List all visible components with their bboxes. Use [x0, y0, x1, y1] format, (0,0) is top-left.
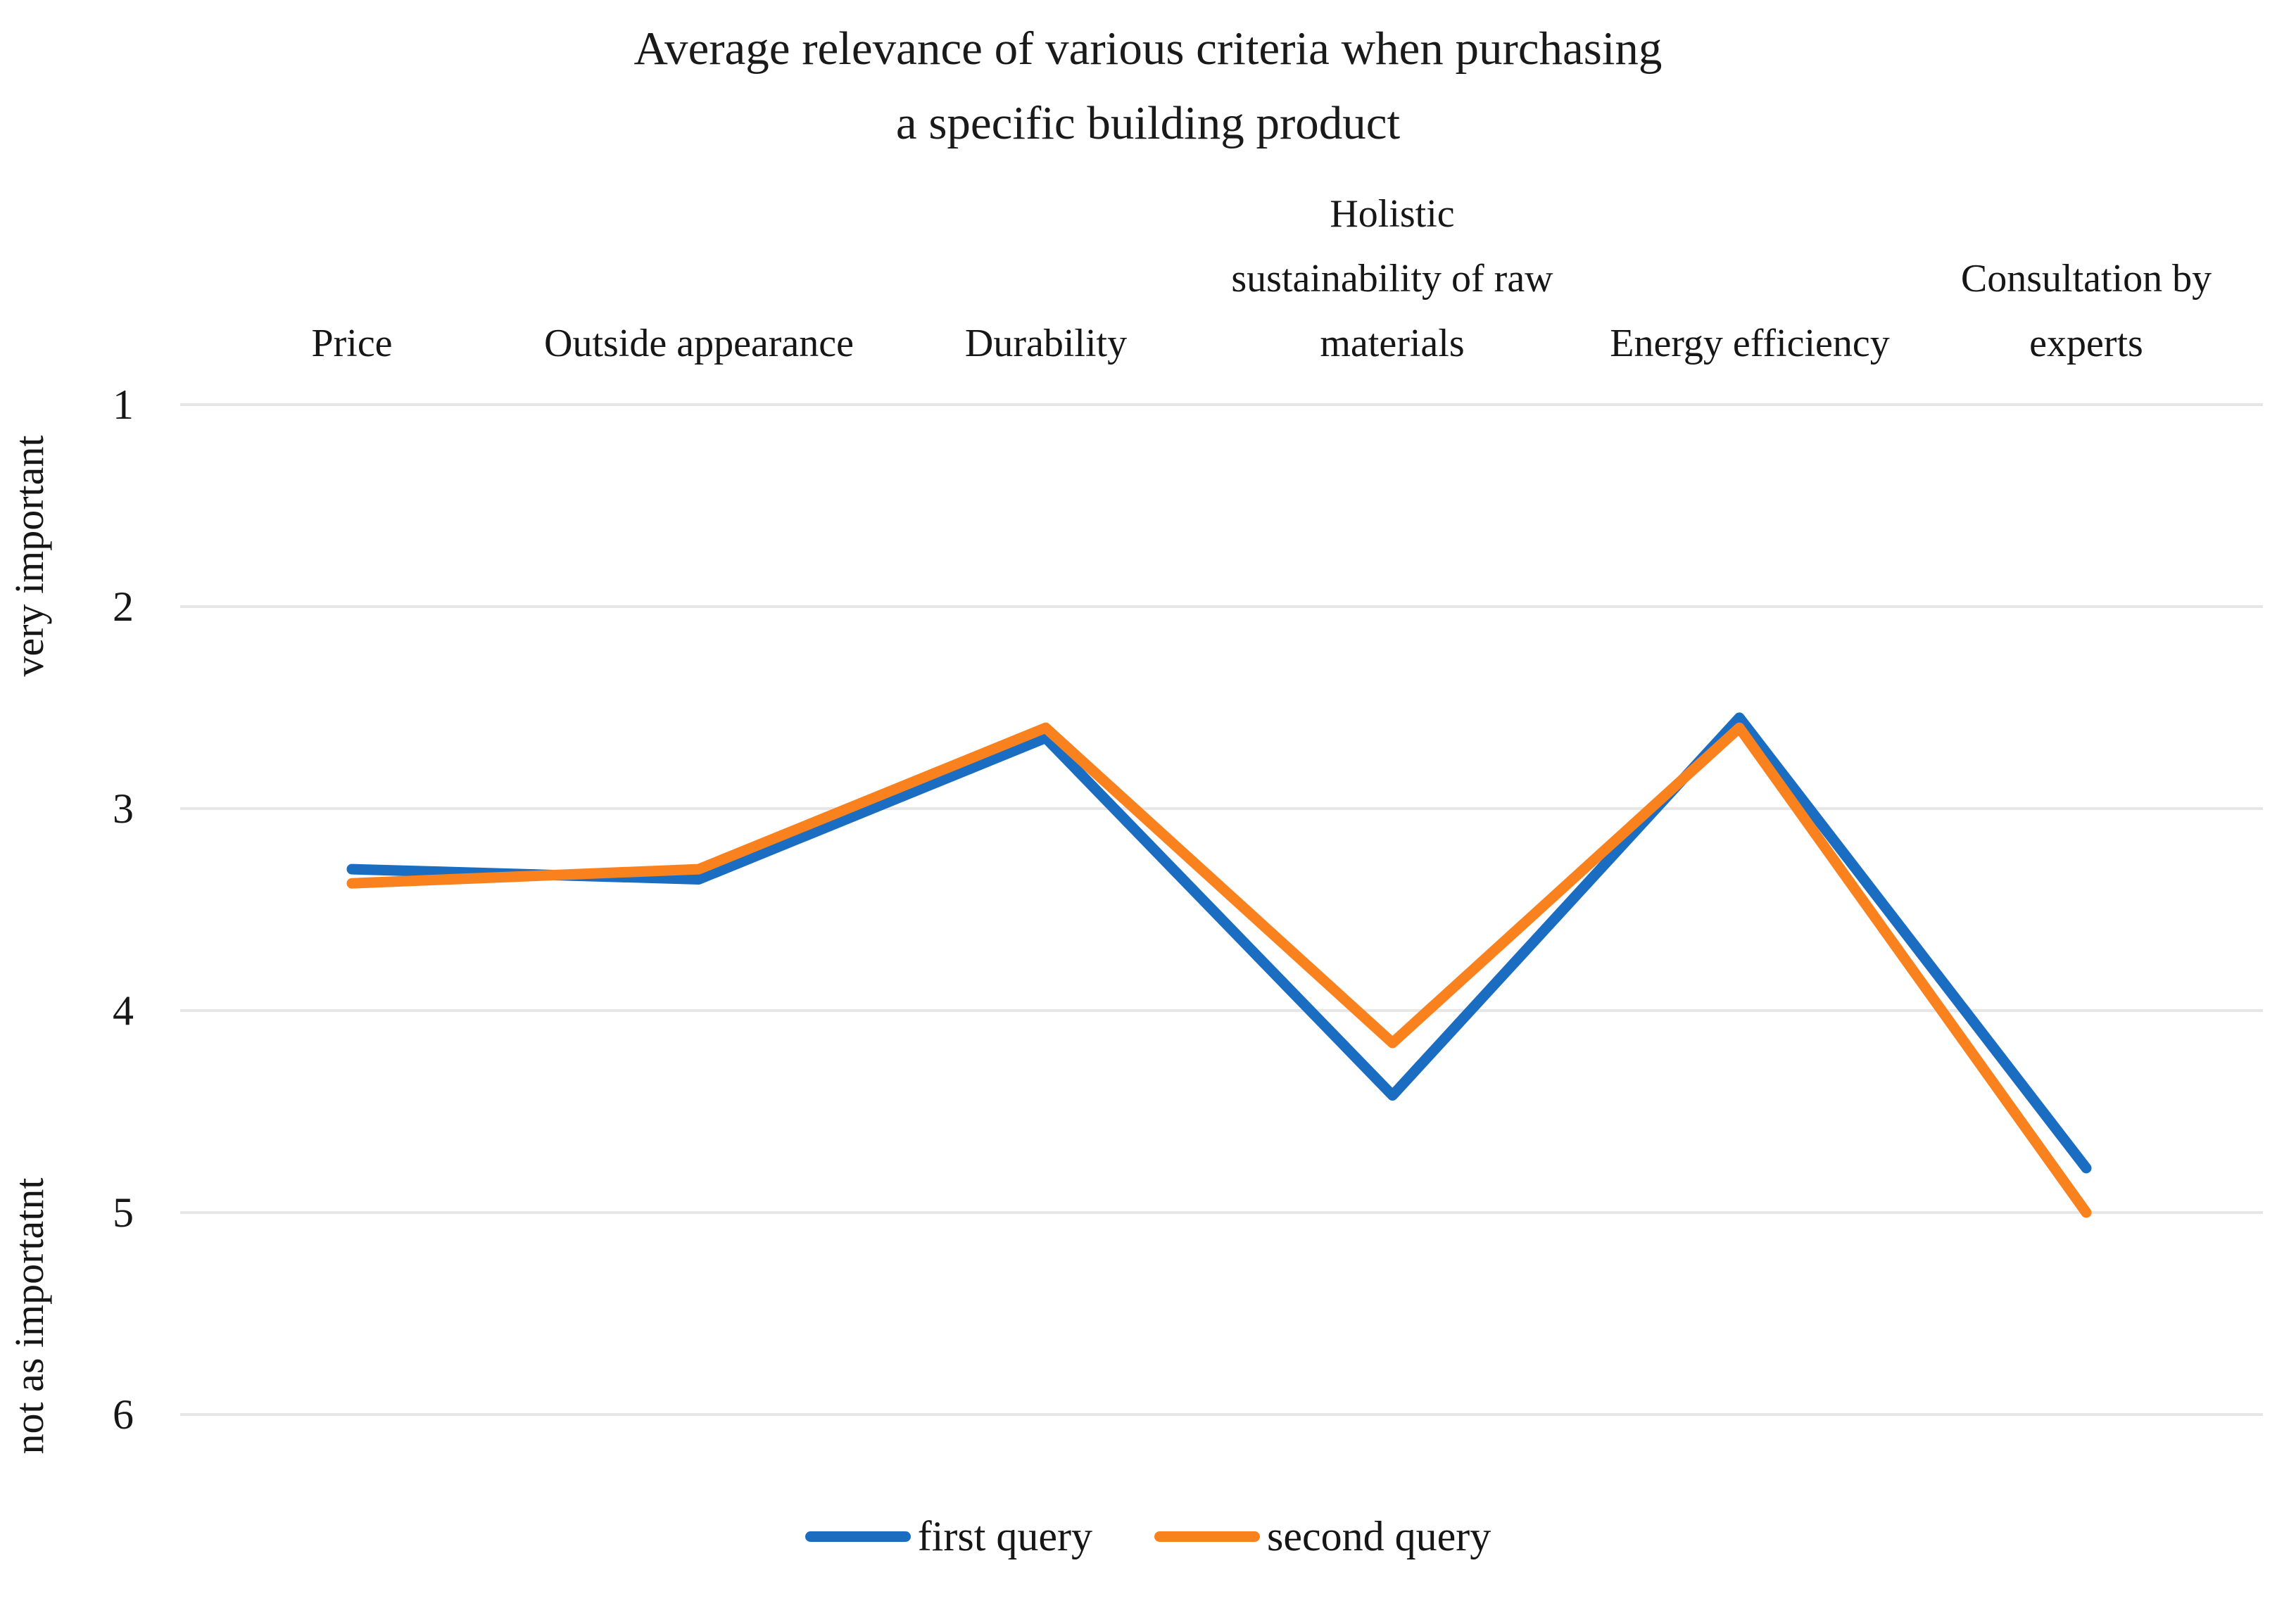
first-query-line-swatch [805, 1531, 911, 1542]
category-label-price: Price [311, 322, 393, 365]
chart-title-line1: Average relevance of various criteria wh… [633, 23, 1663, 75]
chart-title-line2: a specific building product [895, 97, 1401, 149]
legend-item-second-query: second query [1154, 1512, 1491, 1561]
second-query-line-swatch [1154, 1531, 1261, 1542]
legend-label-first-query: first query [917, 1513, 1093, 1559]
y-tick-label: 6 [113, 1391, 134, 1438]
series-line-first-query [346, 712, 2092, 1174]
chart-title: Average relevance of various criteria wh… [0, 11, 2296, 160]
category-label-outside-appearance: Outside appearance [544, 322, 854, 365]
y-tick-label: 2 [113, 583, 134, 630]
category-label-energy-efficiency: Energy efficiency [1610, 322, 1890, 365]
y-tick-label: 3 [113, 785, 134, 832]
y-tick-label: 1 [113, 381, 134, 428]
series-line-second-query [346, 722, 2092, 1218]
y-tick-label: 5 [113, 1189, 134, 1236]
category-label-durability: Durability [964, 322, 1128, 365]
legend-label-second-query: second query [1267, 1513, 1491, 1559]
y-tick-label: 4 [113, 987, 134, 1034]
category-label-holistic-sustainability: Holistic sustainability of raw materials [1231, 192, 1553, 365]
chart-legend: first query second query [0, 1512, 2296, 1561]
category-label-consultation: Consultation by experts [1960, 257, 2212, 365]
legend-item-first-query: first query [805, 1512, 1092, 1561]
